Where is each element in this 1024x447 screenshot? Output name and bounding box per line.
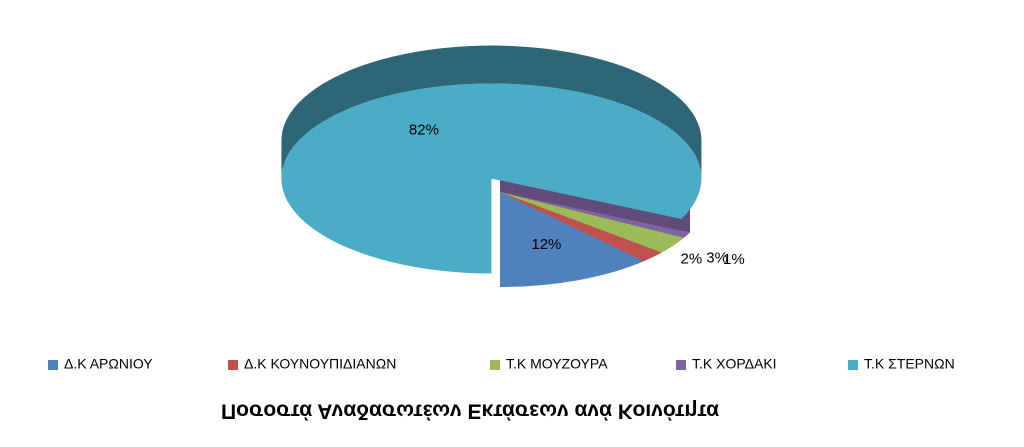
legend-label: Τ.Κ ΧΟΡΔΑΚΙ bbox=[692, 356, 777, 372]
data-label: 12% bbox=[531, 236, 561, 253]
slice bbox=[500, 192, 644, 287]
legend-label: Δ.Κ ΑΡΩΝΙΟΥ bbox=[64, 356, 153, 372]
data-label-group: 3% bbox=[706, 250, 728, 267]
legend-swatch bbox=[490, 360, 500, 370]
data-label-group: 12% bbox=[531, 236, 561, 253]
slice bbox=[500, 192, 662, 262]
slice bbox=[281, 83, 702, 274]
data-label: 82% bbox=[409, 121, 439, 138]
slice bbox=[500, 192, 691, 238]
legend-item: Δ.Κ ΑΡΩΝΙΟΥ bbox=[64, 356, 153, 372]
slice bbox=[500, 192, 685, 253]
data-label: 1% bbox=[723, 251, 745, 268]
legend-item: Δ.Κ ΚΟΥΝΟΥΠΙΔΙΑΝΩΝ bbox=[244, 356, 396, 372]
legend-label: Τ.Κ ΣΤΕΡΝΩΝ bbox=[864, 356, 955, 372]
legend-swatch bbox=[676, 360, 686, 370]
data-label-group: 2% bbox=[681, 250, 703, 267]
legend-label: Τ.Κ ΜΟΥΖΟΥΡΑ bbox=[506, 356, 608, 372]
legend-swatch bbox=[228, 360, 238, 370]
chart-title: Ποσοστά Αναδασωτέων Εκτάσεων ανά Κοινότη… bbox=[221, 399, 719, 422]
legend-swatch bbox=[48, 360, 58, 370]
legend-swatch bbox=[848, 360, 858, 370]
chart-body: Ποσοστά Αναδασωτέων Εκτάσεων ανά Κοινότη… bbox=[48, 45, 955, 422]
slice-side bbox=[281, 45, 702, 179]
data-label: 2% bbox=[681, 250, 703, 267]
data-label: 3% bbox=[706, 250, 728, 267]
legend-label: Δ.Κ ΚΟΥΝΟΥΠΙΔΙΑΝΩΝ bbox=[244, 356, 396, 372]
legend-item: Τ.Κ ΣΤΕΡΝΩΝ bbox=[864, 356, 955, 372]
data-label-group: 1% bbox=[723, 251, 745, 268]
data-label-group: 82% bbox=[409, 121, 439, 138]
legend-item: Τ.Κ ΜΟΥΖΟΥΡΑ bbox=[506, 356, 608, 372]
legend-item: Τ.Κ ΧΟΡΔΑΚΙ bbox=[692, 356, 777, 372]
